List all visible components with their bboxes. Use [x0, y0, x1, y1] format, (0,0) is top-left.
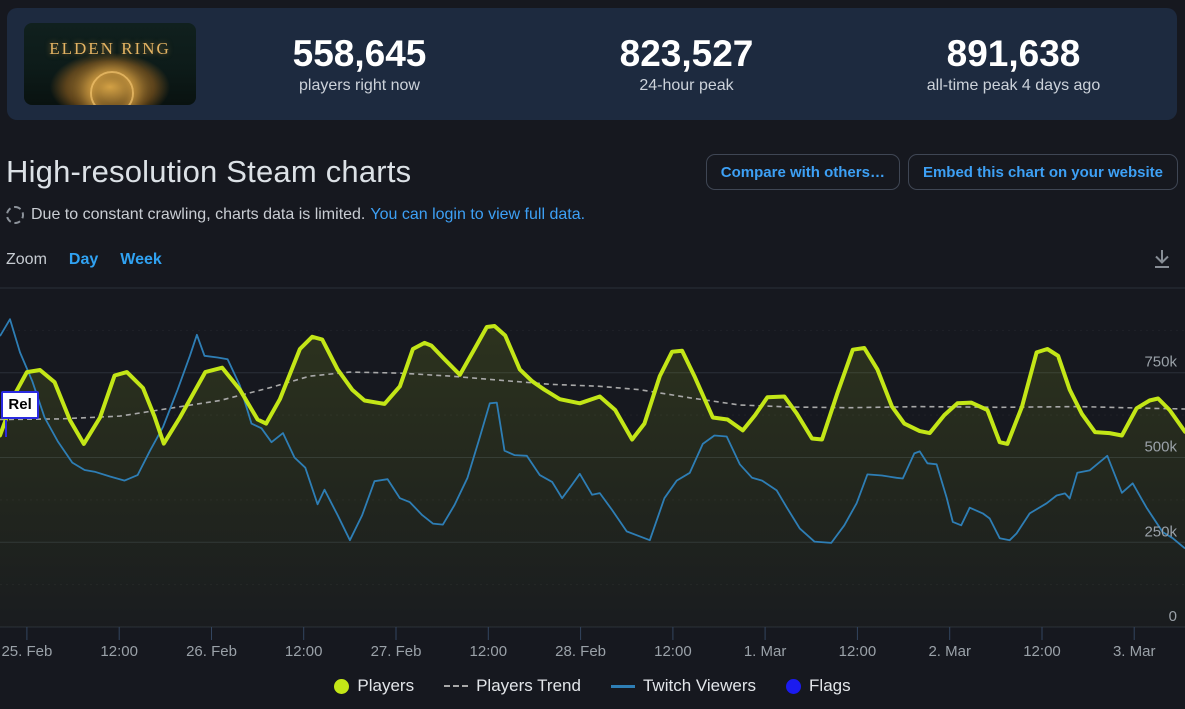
stat-24h-peak-label: 24-hour peak [639, 76, 734, 94]
legend-label: Twitch Viewers [642, 676, 757, 695]
y-axis-label: 0 [1169, 608, 1177, 625]
y-axis-label: 250k [1144, 523, 1177, 540]
download-icon [1155, 250, 1169, 268]
compare-with-others-button[interactable]: Compare with others… [705, 154, 900, 190]
x-axis-label: 12:00 [100, 643, 138, 660]
x-axis-label: 1. Mar [744, 643, 787, 660]
stat-alltime-peak: 891,638 all-time peak 4 days ago [850, 32, 1177, 95]
legend-label: Players [357, 676, 415, 695]
legend-circle-marker [786, 678, 802, 694]
stat-24h-peak-value: 823,527 [619, 32, 754, 74]
x-axis-label: 25. Feb [1, 643, 52, 660]
zoom-day-button[interactable]: Day [68, 251, 99, 268]
game-title: ELDEN RING [49, 39, 171, 58]
crawl-notice: Due to constant crawling, charts data is… [6, 203, 585, 227]
x-axis-label: 12:00 [1023, 643, 1061, 660]
stat-players-now-label: players right now [299, 76, 420, 94]
game-banner-image[interactable]: ELDEN RING [24, 23, 196, 105]
release-flag-stem [5, 420, 8, 437]
y-axis-label: 500k [1144, 439, 1177, 456]
x-axis-label: 26. Feb [186, 643, 237, 660]
x-axis-label: 27. Feb [371, 643, 422, 660]
zoom-controls: Zoom Day Week [6, 247, 162, 273]
stat-alltime-peak-label: all-time peak 4 days ago [926, 76, 1101, 94]
legend-item-players-trend[interactable]: Players Trend [444, 676, 581, 696]
x-axis-label: 2. Mar [928, 643, 971, 660]
stat-players-now-value: 558,645 [292, 32, 427, 74]
notice-text: Due to constant crawling, charts data is… [31, 206, 366, 223]
legend-label: Players Trend [476, 676, 581, 695]
zoom-week-button[interactable]: Week [120, 251, 162, 268]
twitch-viewers-line[interactable] [0, 318, 1185, 550]
players-line[interactable] [0, 324, 1185, 446]
x-axis-label: 12:00 [654, 643, 692, 660]
page-title: High-resolution Steam charts [6, 154, 412, 189]
zoom-label: Zoom [6, 251, 47, 268]
chart-legend: Players Players Trend Twitch Viewers Flags [0, 676, 1185, 696]
y-axis-label: 750k [1144, 354, 1177, 371]
x-axis-label: 12:00 [285, 643, 323, 660]
download-chart-button[interactable] [1149, 246, 1175, 272]
players-area-fill [0, 326, 1185, 627]
title-row: High-resolution Steam charts Compare wit… [6, 150, 1178, 194]
stat-alltime-peak-value: 891,638 [946, 32, 1081, 74]
embed-chart-button[interactable]: Embed this chart on your website [907, 154, 1178, 190]
chart-canvas: 25. Feb 12:00 26. Feb 12:00 27. Feb 12:00 28. … [0, 287, 1185, 660]
legend-label: Flags [809, 676, 851, 695]
login-link[interactable]: You can login to view full data. [370, 206, 586, 223]
stats-header: ELDEN RING 558,645 players right now 823… [7, 8, 1177, 120]
legend-line-marker [444, 685, 469, 687]
legend-item-flags[interactable]: Flags [786, 676, 851, 696]
elden-ring-logo-ring [90, 70, 134, 105]
release-flag[interactable]: Rel [1, 391, 39, 419]
x-axis-label: 28. Feb [555, 643, 606, 660]
legend-item-twitch-viewers[interactable]: Twitch Viewers [610, 676, 757, 696]
x-axis-label: 12:00 [839, 643, 877, 660]
legend-item-players[interactable]: Players [334, 676, 414, 696]
x-axis-label: 12:00 [470, 643, 508, 660]
legend-line-marker [610, 684, 635, 688]
steam-chart[interactable]: 25. Feb 12:00 26. Feb 12:00 27. Feb 12:00 28. … [0, 280, 1185, 660]
stat-players-now: 558,645 players right now [196, 32, 523, 95]
stat-24h-peak: 823,527 24-hour peak [523, 32, 850, 95]
dashed-circle-icon [6, 206, 24, 224]
legend-circle-marker [334, 678, 350, 694]
x-axis-label: 3. Mar [1113, 643, 1156, 660]
